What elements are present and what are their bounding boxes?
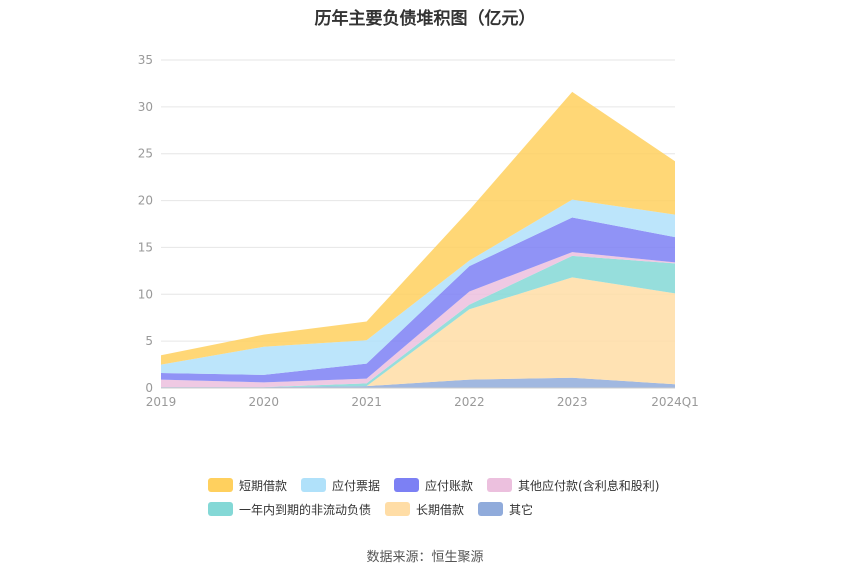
x-tick-label: 2021: [351, 395, 382, 409]
x-tick-label: 2022: [454, 395, 485, 409]
y-tick-label: 10: [138, 287, 153, 301]
legend-label: 应付账款: [425, 478, 474, 493]
legend: 短期借款 应付票据 应付账款 其他应付款(含利息和股利) 一年内到期的非流动负债 长期借款…: [208, 473, 728, 521]
y-tick-label: 15: [138, 240, 153, 254]
x-tick-label: 2019: [146, 395, 177, 409]
legend-label: 其它: [509, 502, 534, 517]
legend-item[interactable]: 应付账款: [394, 477, 473, 494]
legend-label: 短期借款: [239, 478, 288, 493]
legend-swatch: [394, 478, 420, 492]
legend-item[interactable]: 其他应付款(含利息和股利): [487, 477, 659, 494]
area-series-2[interactable]: [161, 255, 675, 388]
y-tick-label: 20: [138, 194, 153, 208]
data-source-note: 数据来源：恒生聚源: [366, 550, 484, 565]
area-series-4[interactable]: [161, 217, 675, 383]
area-series-1[interactable]: [161, 277, 675, 388]
y-tick-label: 0: [145, 381, 153, 395]
chart-title: 历年主要负债堆积图（亿元）: [314, 9, 536, 29]
y-tick-label: 25: [138, 147, 153, 161]
legend-swatch: [385, 502, 411, 516]
y-tick-label: 5: [145, 334, 153, 348]
series-areas: [161, 91, 675, 388]
legend-item[interactable]: 一年内到期的非流动负债: [208, 501, 371, 518]
legend-swatch: [208, 502, 233, 516]
x-tick-label: 2020: [249, 395, 280, 409]
legend-swatch: [478, 502, 504, 516]
legend-label: 应付票据: [332, 478, 381, 493]
legend-label: 其他应付款(含利息和股利): [518, 478, 660, 493]
legend-item[interactable]: 短期借款: [208, 477, 287, 494]
legend-row: 一年内到期的非流动负债 长期借款 其它: [208, 497, 728, 521]
legend-item[interactable]: 长期借款: [385, 501, 464, 518]
area-series-5[interactable]: [161, 199, 675, 375]
legend-swatch: [301, 478, 327, 492]
legend-label: 长期借款: [416, 502, 465, 517]
y-tick-label: 30: [138, 100, 153, 114]
x-tick-label: 2023: [557, 395, 588, 409]
legend-item[interactable]: 应付票据: [301, 477, 380, 494]
axes: 0 5 10 15 20 25 30 35 2019 2020 2021 2022 2023 2024Q1: [138, 53, 699, 409]
legend-label: 一年内到期的非流动负债: [239, 502, 372, 517]
legend-swatch: [208, 478, 233, 492]
legend-swatch: [487, 478, 513, 492]
x-tick-label: 2024Q1: [651, 395, 699, 409]
legend-item[interactable]: 其它: [478, 501, 533, 518]
legend-row: 短期借款 应付票据 应付账款 其他应付款(含利息和股利): [208, 473, 728, 497]
area-series-6[interactable]: [161, 91, 675, 365]
y-tick-label: 35: [138, 53, 153, 67]
